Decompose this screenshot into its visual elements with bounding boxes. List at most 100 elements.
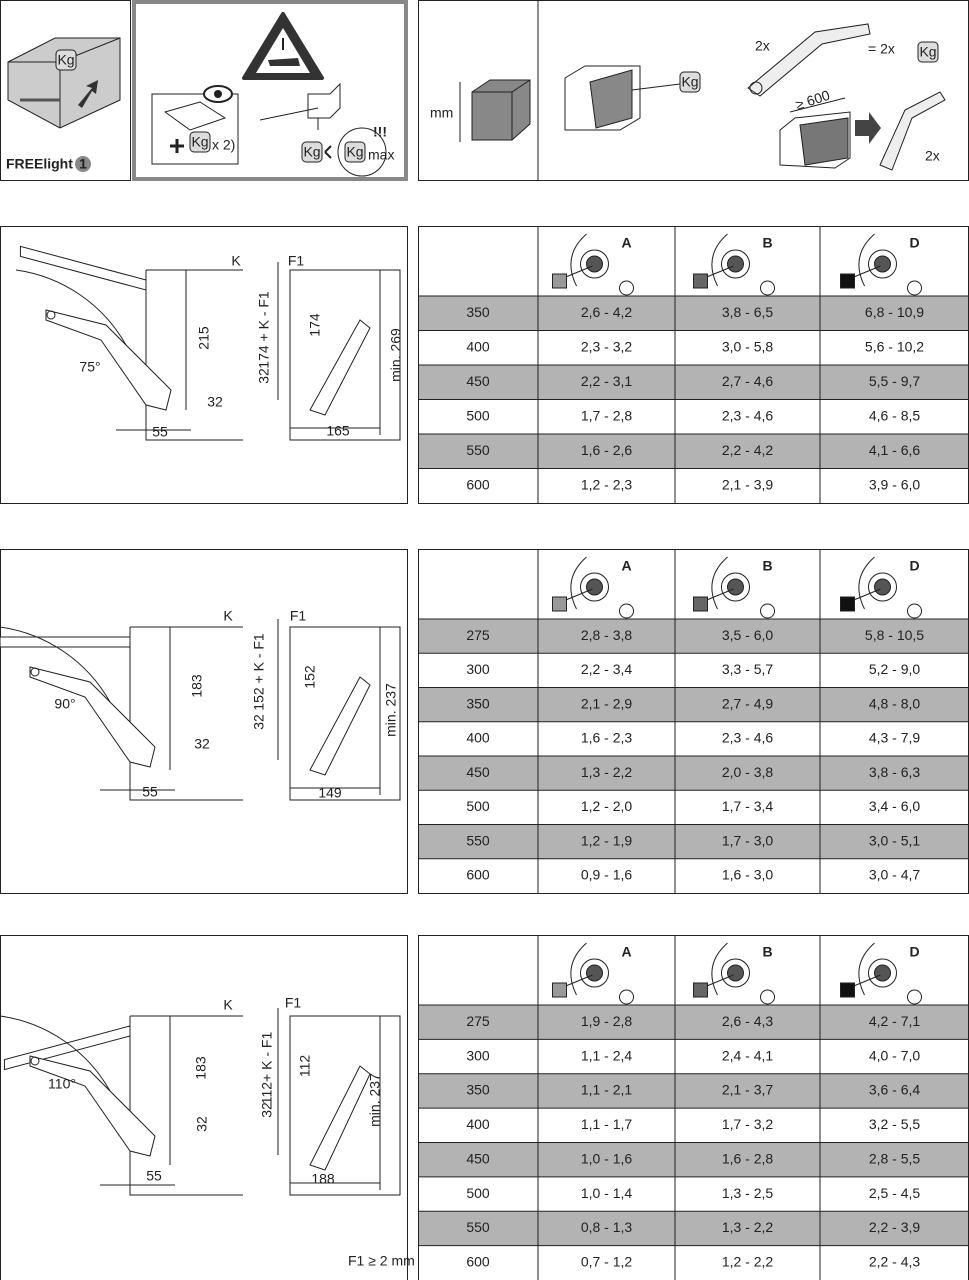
label: 4,8 - 8,0 — [869, 695, 921, 711]
label: 32 — [207, 394, 223, 410]
highlight — [337, 127, 387, 177]
label: 75° — [79, 359, 100, 375]
label: 500 — [466, 798, 490, 814]
label: 3,2 - 5,5 — [869, 1116, 921, 1132]
label: 600 — [466, 476, 490, 492]
shape — [679, 71, 701, 93]
wheel — [760, 989, 775, 1005]
shape — [29, 666, 156, 768]
label: 300 — [466, 661, 490, 677]
wheel — [874, 964, 891, 982]
label: F1 — [288, 253, 305, 269]
wheel — [727, 255, 744, 273]
shape — [307, 82, 341, 119]
shape — [0, 626, 111, 703]
shape — [747, 23, 871, 97]
label: 500 — [466, 1185, 490, 1201]
shape — [289, 269, 401, 441]
label: K — [231, 253, 241, 269]
shape — [0, 1015, 111, 1092]
label: 4,0 - 7,0 — [869, 1047, 921, 1063]
label: 450 — [466, 764, 490, 780]
label: 350 — [466, 1082, 490, 1098]
label: min. 237 — [383, 683, 399, 737]
shape — [419, 434, 968, 469]
label: 4,6 - 8,5 — [869, 407, 921, 423]
shape — [0, 549, 408, 894]
wheel — [619, 280, 634, 296]
wheel — [907, 603, 922, 619]
shape — [711, 233, 728, 287]
label: 32 — [194, 736, 210, 752]
shape — [78, 80, 98, 108]
shape — [324, 145, 332, 159]
label: B — [762, 558, 772, 574]
label: 1,0 - 1,6 — [581, 1150, 633, 1166]
shape — [163, 101, 227, 131]
shape — [132, 0, 408, 181]
label: 2,2 - 3,9 — [869, 1219, 921, 1235]
shape — [419, 1211, 968, 1246]
shape — [589, 69, 633, 129]
label: 2,2 - 4,3 — [869, 1254, 921, 1270]
label: 2,6 - 4,2 — [581, 304, 633, 320]
label: 550 — [466, 442, 490, 458]
label: 5,6 - 10,2 — [865, 338, 924, 354]
label: F1 ≥ 2 mm — [348, 1253, 415, 1269]
label: 600 — [466, 1254, 490, 1270]
shape — [55, 49, 77, 71]
wheel — [727, 578, 744, 596]
label: 2,3 - 4,6 — [722, 407, 774, 423]
label: 3,6 - 6,4 — [869, 1082, 921, 1098]
label: 152 — [302, 665, 318, 689]
shape — [29, 1055, 156, 1157]
label: 174 + K - F1 — [256, 291, 272, 369]
shape — [15, 269, 127, 346]
label: 400 — [466, 338, 490, 354]
label: Kg — [191, 134, 208, 150]
shape — [129, 626, 243, 801]
shape — [552, 273, 567, 289]
label: Kg — [57, 52, 74, 68]
shape — [711, 556, 728, 610]
shape — [268, 58, 300, 66]
label: 3,4 - 6,0 — [869, 798, 921, 814]
label: 2x — [755, 38, 770, 54]
label: !!! — [373, 124, 387, 140]
label: 1,6 - 2,3 — [581, 730, 633, 746]
label: 2,1 - 3,7 — [722, 1082, 774, 1098]
label: mm — [430, 105, 453, 121]
label: 1,3 - 2,2 — [581, 764, 633, 780]
shape — [789, 97, 846, 113]
shape — [552, 982, 567, 998]
label: 4,1 - 6,6 — [869, 442, 921, 458]
shape — [0, 226, 408, 504]
label: 55 — [142, 784, 158, 800]
shape — [840, 273, 855, 289]
label: 188 — [311, 1171, 335, 1187]
label: FREElight — [6, 156, 73, 172]
label: 2,8 - 5,5 — [869, 1150, 921, 1166]
shape — [170, 139, 184, 153]
shape — [419, 365, 968, 400]
label: 1,2 - 2,0 — [581, 798, 633, 814]
label: 275 — [466, 627, 490, 643]
line — [259, 107, 319, 121]
shape — [3, 1025, 131, 1071]
label: 1,7 - 2,8 — [581, 407, 633, 423]
shape — [858, 556, 875, 610]
label: 0,8 - 1,3 — [581, 1219, 633, 1235]
label: 4,2 - 7,1 — [869, 1013, 921, 1029]
line — [631, 83, 681, 91]
label: 55 — [146, 1168, 162, 1184]
label: F1 — [290, 608, 307, 624]
label: 6,8 - 10,9 — [865, 304, 924, 320]
label: 400 — [466, 1116, 490, 1132]
label: 350 — [466, 304, 490, 320]
label: 2,3 - 3,2 — [581, 338, 633, 354]
label: 3,9 - 6,0 — [869, 476, 921, 492]
label: 2,4 - 4,1 — [722, 1047, 774, 1063]
shape — [711, 942, 728, 996]
label: 1,7 - 3,4 — [722, 798, 774, 814]
